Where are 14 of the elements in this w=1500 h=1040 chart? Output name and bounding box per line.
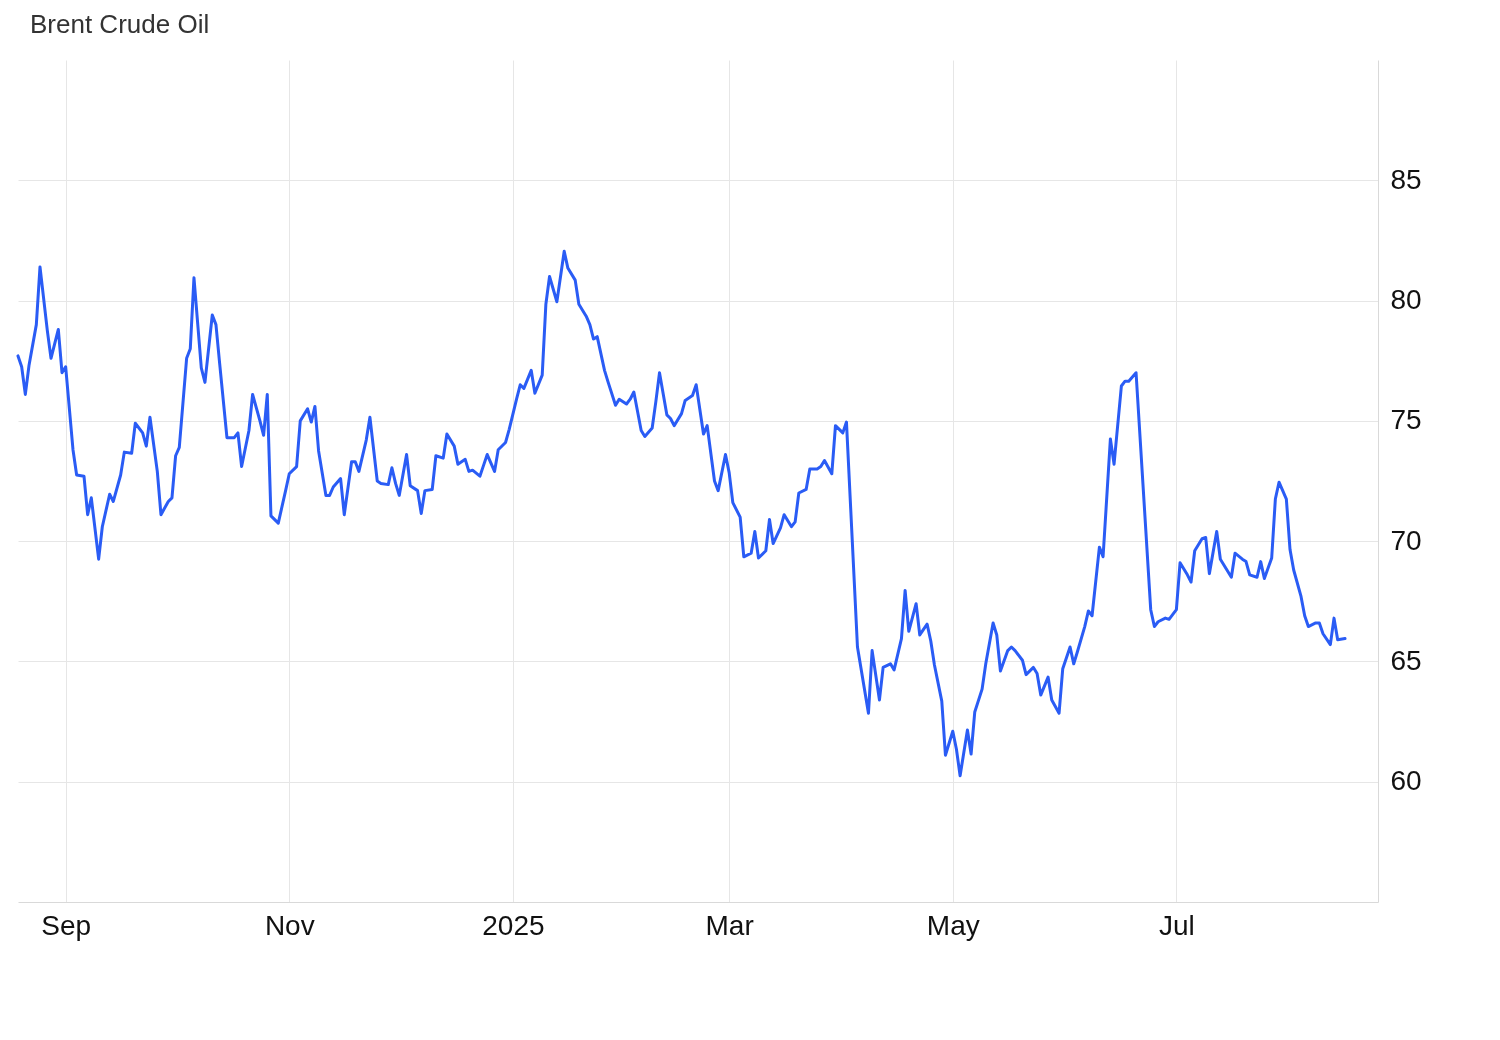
chart-title: Brent Crude Oil (30, 9, 210, 39)
y-tick-label: 60 (1390, 765, 1422, 797)
x-tick-label: Mar (705, 909, 754, 941)
x-tick-label: Nov (264, 909, 315, 941)
x-tick-label: 2025 (482, 909, 545, 941)
line-series (16, 249, 1347, 778)
x-tick-label: Sep (41, 909, 92, 941)
x-tick-label: Jul (1158, 909, 1195, 941)
y-tick-label: 70 (1390, 524, 1422, 556)
y-tick-label: 80 (1390, 284, 1422, 316)
y-tick-label: 75 (1390, 404, 1422, 436)
y-tick-label: 85 (1390, 163, 1422, 195)
x-tick-label: May (926, 909, 980, 941)
y-tick-label: 65 (1390, 644, 1422, 676)
